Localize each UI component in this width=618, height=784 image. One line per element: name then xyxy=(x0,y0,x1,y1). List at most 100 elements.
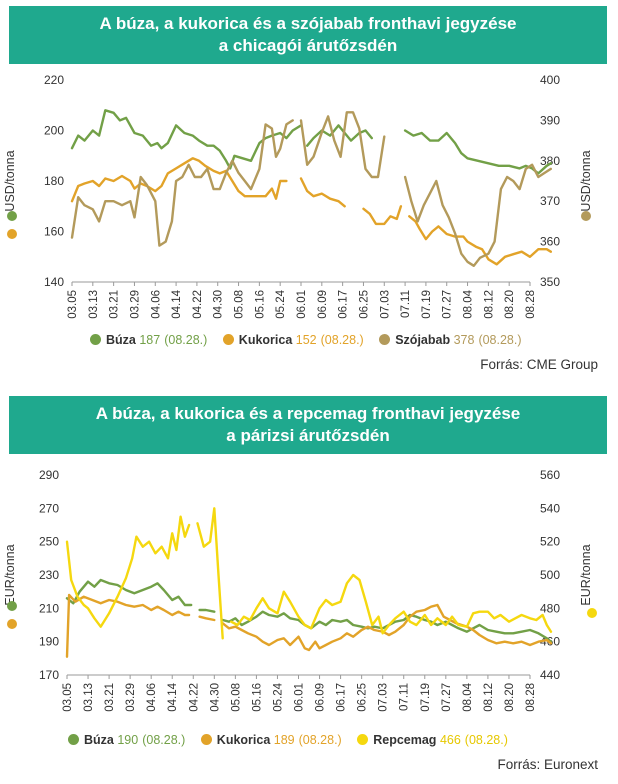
legend-dot-icon xyxy=(200,734,212,745)
y-right-tick-label: 560 xyxy=(540,468,560,482)
x-tick-label: 04.06 xyxy=(146,683,158,712)
x-tick-label: 06.17 xyxy=(338,290,350,319)
y-left-tick-label: 170 xyxy=(39,668,59,682)
legend-value: 152 xyxy=(295,333,317,347)
x-tick-label: 07.19 xyxy=(420,683,432,712)
x-tick-label: 05.08 xyxy=(234,290,246,319)
legend-date: (08.28.) xyxy=(464,733,508,747)
y-left-tick-label: 230 xyxy=(39,568,59,582)
x-tick-label: 08.20 xyxy=(504,683,516,712)
series-line-kukorica xyxy=(70,157,552,266)
x-tick-label: 05.24 xyxy=(272,682,284,711)
x-tick-label: 07.19 xyxy=(421,290,433,319)
y-right-tick-label: 440 xyxy=(540,668,560,682)
legend-dot-icon xyxy=(222,334,234,345)
legend-value: 189 xyxy=(273,733,295,747)
x-tick-label: 08.28 xyxy=(525,290,537,319)
y-left-tick-label: 190 xyxy=(39,635,59,649)
x-tick-label: 04.30 xyxy=(209,683,221,712)
y-right-tick-label: 400 xyxy=(540,73,560,87)
legend-date: (08.28.) xyxy=(320,333,364,347)
y-right-axis-label: USD/tonna xyxy=(579,150,593,211)
x-tick-label: 07.03 xyxy=(378,683,390,712)
y-right-tick-label: 370 xyxy=(540,194,560,208)
x-tick-label: 03.05 xyxy=(62,683,74,712)
chart-1-title-line1: A búza, a kukorica és a szójabab frontha… xyxy=(99,14,517,33)
y-right-tick-label: 480 xyxy=(540,601,560,615)
x-tick-label: 06.01 xyxy=(296,290,308,319)
y-left-tick-label: 160 xyxy=(44,225,64,239)
y-right-tick-label: 540 xyxy=(540,501,560,515)
legend-date: (08.28.) xyxy=(142,733,186,747)
chart-2-source: Forrás: Euronext xyxy=(497,757,598,772)
x-tick-label: 04.22 xyxy=(192,290,204,319)
x-tick-label: 03.21 xyxy=(109,290,121,319)
legend-dot-icon xyxy=(90,334,101,345)
y-right-axis-label: EUR/tonna xyxy=(579,544,593,605)
legend-dot-icon xyxy=(68,734,79,745)
y-left-tick-label: 290 xyxy=(39,468,59,482)
legend-dot-icon xyxy=(357,734,369,745)
y-right-tick-label: 360 xyxy=(540,235,560,249)
legend-value: 378 xyxy=(453,333,475,347)
y-right-tick-label: 520 xyxy=(540,535,560,549)
axis-series-dot-icon xyxy=(7,619,17,629)
chart-1-legend: Búza 187 (08.28.) Kukorica 152 (08.28.) Sz… xyxy=(90,333,534,347)
chart-1-plot: 140 160 180 200 220 350 360 370 380 390 400 03.05 03… xyxy=(3,73,593,319)
legend-item-repcemag: Repcemag 466 (08.28.) xyxy=(357,733,508,747)
x-tick-label: 07.27 xyxy=(442,290,454,319)
x-tick-label: 04.30 xyxy=(213,290,225,319)
x-tick-label: 03.13 xyxy=(88,290,100,319)
axis-series-dot-icon xyxy=(7,229,17,239)
chart-1-source: Forrás: CME Group xyxy=(480,357,598,372)
legend-date: (08.28.) xyxy=(164,333,208,347)
x-tick-label: 03.21 xyxy=(104,683,116,712)
legend-name: Búza xyxy=(84,733,114,747)
x-tick-label: 04.22 xyxy=(188,683,200,712)
x-tick-label: 04.14 xyxy=(171,289,183,318)
x-tick-label: 06.01 xyxy=(294,683,306,712)
x-tick-label: 06.17 xyxy=(336,683,348,712)
legend-date: (08.28.) xyxy=(298,733,342,747)
x-tick-label: 03.05 xyxy=(67,290,79,319)
chart-1-title-line2: a chicagói árutőzsdén xyxy=(218,36,398,55)
legend-item-kukorica: Kukorica 189 (08.28.) xyxy=(200,733,342,747)
legend-item-kukorica: Kukorica 152 (08.28.) xyxy=(222,333,364,347)
x-tick-label: 07.11 xyxy=(399,683,411,711)
chart-2-legend: Búza 190 (08.28.) Kukorica 189 (08.28.) Re… xyxy=(68,733,520,747)
x-tick-label: 05.24 xyxy=(275,289,287,318)
x-tick-label: 08.04 xyxy=(462,682,474,711)
chart-1-title: A búza, a kukorica és a szójabab frontha… xyxy=(9,6,607,64)
y-right-tick-label: 380 xyxy=(540,154,560,168)
y-left-tick-label: 220 xyxy=(44,73,64,87)
series-line-búza xyxy=(65,578,553,643)
legend-name: Kukorica xyxy=(238,333,293,347)
legend-value: 466 xyxy=(439,733,461,747)
y-left-axis-label: EUR/tonna xyxy=(3,544,17,605)
legend-item-buza: Búza 190 (08.28.) xyxy=(68,733,185,747)
y-left-axis-label: USD/tonna xyxy=(3,150,17,211)
series-line-szójabab xyxy=(70,111,552,267)
x-tick-label: 08.04 xyxy=(463,289,475,318)
series-line-búza xyxy=(70,109,552,175)
legend-dot-icon xyxy=(379,334,391,345)
series-line-repcemag xyxy=(65,507,553,640)
y-right-tick-label: 350 xyxy=(540,275,560,289)
y-left-tick-label: 180 xyxy=(44,174,64,188)
legend-name: Kukorica xyxy=(216,733,271,747)
x-tick-label: 08.28 xyxy=(525,683,537,712)
y-left-tick-label: 200 xyxy=(44,124,64,138)
x-tick-label: 03.13 xyxy=(83,683,95,712)
chart-2-title-line2: a párizsi árutőzsdén xyxy=(226,426,390,445)
x-tick-label: 06.09 xyxy=(315,683,327,712)
x-tick-label: 06.25 xyxy=(358,290,370,319)
x-tick-label: 03.29 xyxy=(125,683,137,712)
axis-series-dot-icon xyxy=(587,608,597,618)
x-tick-label: 05.08 xyxy=(230,683,242,712)
axis-series-dot-icon xyxy=(7,211,17,221)
x-tick-label: 07.11 xyxy=(400,290,412,318)
axis-series-dot-icon xyxy=(7,601,17,611)
y-left-tick-label: 270 xyxy=(39,501,59,515)
axis-series-dot-icon xyxy=(581,211,591,221)
legend-name: Búza xyxy=(106,333,136,347)
